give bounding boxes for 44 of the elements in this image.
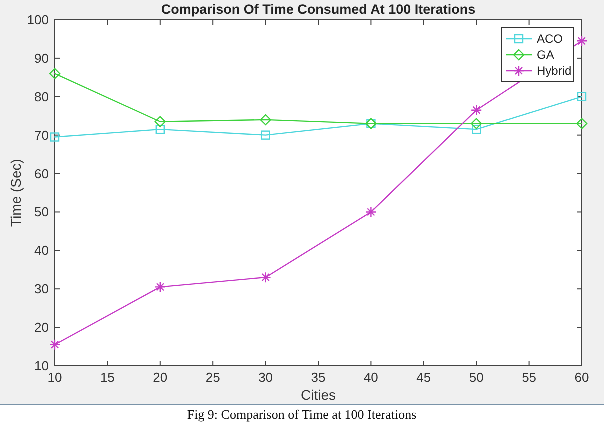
y-tick-label: 40 — [34, 243, 49, 258]
point — [260, 114, 272, 126]
x-tick-label: 15 — [100, 370, 115, 385]
y-tick-label: 50 — [34, 204, 49, 220]
point — [261, 130, 270, 140]
y-tick-label: 10 — [34, 358, 49, 374]
y-axis-title: Time (Sec) — [8, 159, 24, 227]
point — [366, 206, 377, 218]
y-tick-label: 60 — [34, 166, 49, 182]
point — [471, 118, 482, 130]
legend-label: GA — [537, 48, 554, 62]
y-tick-label: 20 — [34, 320, 49, 336]
point — [49, 339, 61, 350]
y-tick-label: 100 — [27, 12, 49, 28]
legend-label: Hybrid — [537, 64, 572, 78]
legend-label: ACO — [537, 32, 564, 46]
x-tick-label: 55 — [522, 370, 537, 385]
x-tick-label: 35 — [311, 370, 326, 385]
point — [576, 36, 588, 47]
x-tick-label: 50 — [469, 370, 484, 385]
point — [260, 272, 272, 284]
x-tick-label: 60 — [574, 370, 590, 385]
x-tick-label: 45 — [416, 370, 432, 385]
x-tick-label: 25 — [206, 370, 220, 385]
point — [577, 92, 587, 102]
point — [49, 68, 61, 80]
y-tick-label: 70 — [34, 128, 49, 143]
point — [576, 118, 588, 130]
x-tick-label: 30 — [258, 370, 274, 385]
point — [154, 282, 166, 293]
y-tick-label: 30 — [34, 282, 49, 297]
point — [154, 116, 166, 128]
point — [50, 132, 60, 142]
point — [156, 124, 165, 134]
point — [472, 124, 482, 134]
y-tick-label: 80 — [34, 89, 49, 104]
point — [471, 104, 482, 116]
x-axis-title: Cities — [300, 387, 336, 403]
y-tick-label: 90 — [34, 50, 49, 66]
chart-title: Comparison Of Time Consumed At 100 Iterations — [161, 2, 476, 17]
x-tick-label: 20 — [153, 370, 168, 385]
x-tick-label: 10 — [48, 370, 62, 385]
caption: Fig 9: Comparison of Time at 100 Iterations — [187, 407, 417, 422]
x-tick-label: 40 — [364, 370, 378, 385]
